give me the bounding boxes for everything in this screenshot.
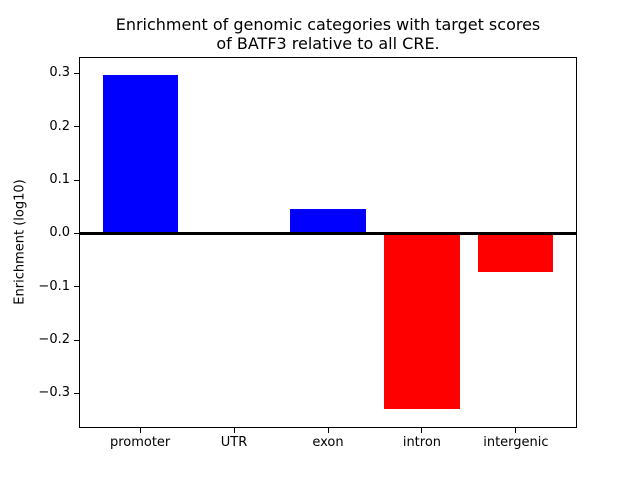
bar-intergenic	[478, 233, 554, 273]
y-tick-mark	[74, 72, 79, 74]
zero-line	[80, 232, 576, 235]
chart-title-line2: of BATF3 relative to all CRE.	[216, 34, 440, 53]
y-tick-mark	[74, 286, 79, 288]
y-tick-label: 0.2	[49, 118, 70, 134]
x-tick-label-intron: intron	[402, 435, 442, 450]
y-tick-label: −0.3	[38, 385, 70, 401]
bar-promoter	[102, 74, 178, 234]
x-tick-mark	[233, 428, 235, 433]
y-tick-mark	[74, 232, 79, 234]
y-tick-mark	[74, 339, 79, 341]
x-tick-mark	[515, 428, 517, 433]
x-tick-label-intergenic: intergenic	[483, 435, 549, 450]
chart-title-line1: Enrichment of genomic categories with ta…	[115, 15, 541, 34]
y-tick-label: 0.3	[49, 65, 70, 81]
bar-intron	[384, 233, 460, 409]
y-tick-label: −0.2	[38, 332, 70, 348]
bar-exon	[290, 209, 366, 234]
y-tick-mark	[74, 126, 79, 128]
x-tick-mark	[421, 428, 423, 433]
y-tick-label: 0.1	[49, 172, 70, 188]
y-tick-label: 0.0	[49, 225, 70, 241]
y-tick-mark	[74, 179, 79, 181]
x-tick-label-UTR: UTR	[220, 435, 248, 450]
x-tick-label-promoter: promoter	[109, 435, 171, 450]
plot-area	[80, 58, 576, 427]
x-tick-mark	[139, 428, 141, 433]
x-tick-mark	[327, 428, 329, 433]
y-tick-label: −0.1	[38, 278, 70, 294]
x-tick-label-exon: exon	[312, 435, 344, 450]
chart-title: Enrichment of genomic categories with ta…	[80, 15, 576, 53]
y-tick-mark	[74, 392, 79, 394]
